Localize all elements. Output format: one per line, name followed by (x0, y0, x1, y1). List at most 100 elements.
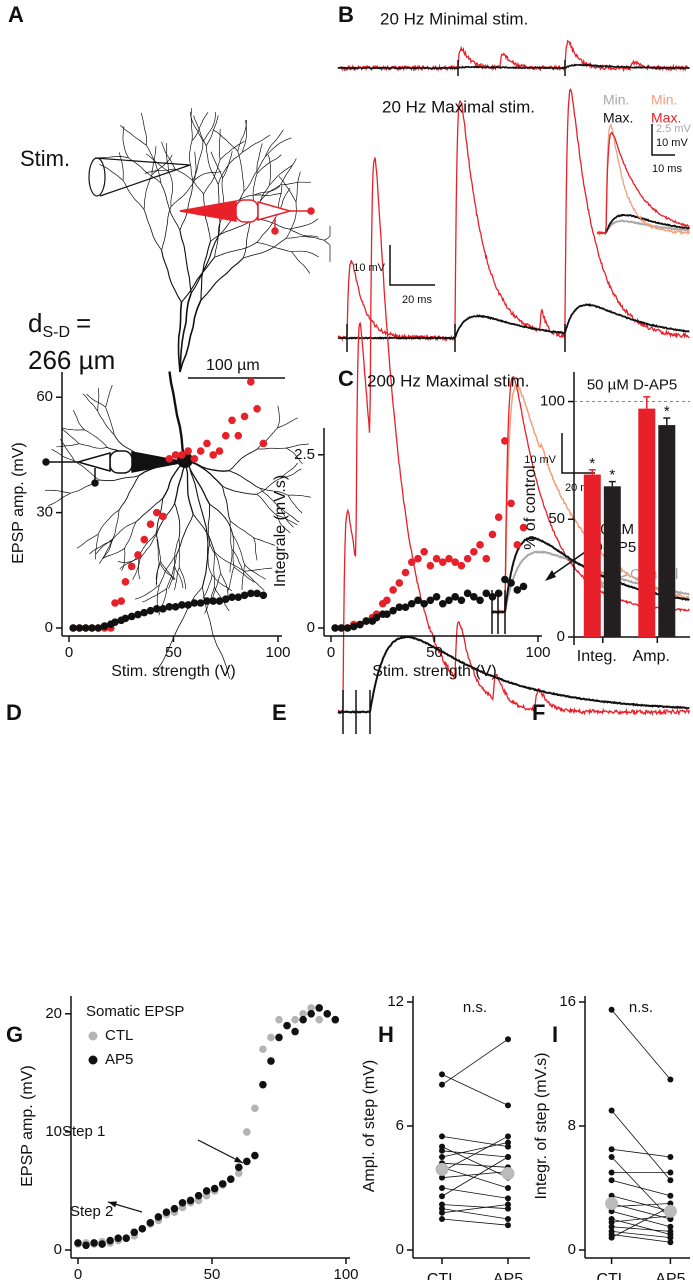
data-point (171, 451, 180, 459)
arrow (547, 549, 589, 579)
data-point (121, 578, 130, 586)
dendrite (174, 567, 180, 590)
dendrite (228, 470, 261, 489)
dendrite (181, 256, 216, 303)
legend-label: CTL (105, 1027, 133, 1044)
dendrite (118, 557, 141, 563)
dendrite (257, 447, 287, 450)
data-point (505, 1201, 511, 1208)
mean-point (605, 1197, 619, 1210)
dendrite (174, 566, 184, 589)
data-point (196, 447, 205, 455)
pair-line (441, 1187, 509, 1199)
dendrite (289, 228, 319, 238)
trace-title: 20 Hz Minimal stim. (380, 9, 528, 28)
dendrite (244, 564, 266, 580)
data-point (82, 1241, 90, 1250)
data-point (519, 582, 528, 591)
y-axis-label: Ampl. of step (mV) (361, 1060, 378, 1192)
dendrite (237, 119, 248, 152)
dendrite (210, 219, 254, 242)
dendrite (243, 570, 265, 592)
data-point (439, 1174, 445, 1181)
dendrite (213, 552, 216, 588)
data-point (247, 589, 255, 598)
dendrite (192, 141, 204, 182)
dendrite (179, 181, 194, 231)
dendrite (285, 443, 309, 449)
data-point (667, 1169, 674, 1176)
mean-point (501, 1167, 515, 1181)
data-point (275, 1033, 283, 1042)
dendrite (286, 236, 325, 241)
dendrite (214, 551, 245, 572)
data-point (88, 624, 96, 632)
data-point (90, 1239, 98, 1247)
dendrite (175, 168, 204, 195)
dendrite (122, 180, 145, 210)
dendrite (174, 538, 180, 567)
data-point (127, 562, 136, 571)
data-point (138, 1224, 147, 1233)
dendrite (280, 468, 302, 479)
dendrite (61, 427, 85, 431)
scale-label: 10 mV (353, 262, 385, 274)
dendrite (221, 485, 257, 495)
data-point (608, 1234, 615, 1241)
dendrite (118, 152, 124, 181)
dendrite (160, 561, 175, 581)
dendrite (256, 154, 282, 174)
dendrite (178, 567, 186, 590)
data-point (178, 451, 186, 459)
data-point (667, 1239, 674, 1246)
panel-label: G (6, 1022, 23, 1047)
dendrite (95, 156, 129, 159)
data-point (445, 554, 453, 563)
data-point (121, 614, 130, 623)
data-point (184, 601, 192, 609)
data-point (337, 624, 346, 632)
dendrite (253, 537, 276, 546)
dendrite (178, 538, 180, 568)
data-point (439, 1147, 445, 1154)
data-point (240, 412, 249, 421)
dendrite (229, 520, 233, 550)
arrow-head (108, 1201, 117, 1208)
dendrite (124, 521, 137, 549)
dendrite (256, 143, 263, 174)
data-point (247, 378, 255, 386)
data-point (299, 1010, 307, 1018)
data-point (234, 431, 243, 440)
y-tick-label: 20 (45, 1005, 62, 1022)
data-point (75, 624, 84, 632)
dendrite (158, 562, 176, 580)
dendrite (202, 574, 213, 599)
pair-line (611, 1148, 671, 1158)
pair-line (611, 1226, 671, 1232)
dendrite (193, 115, 207, 146)
data-point (226, 1175, 235, 1183)
dendrite (61, 428, 80, 444)
x-tick-label: AP5 (493, 1271, 523, 1280)
stim-electrode (88, 157, 191, 197)
data-point (667, 1234, 674, 1241)
data-point (114, 1234, 122, 1242)
pair-line (611, 1195, 671, 1212)
legend-entry: Max. (651, 110, 681, 126)
dendrite (190, 235, 220, 294)
dendrite (191, 112, 209, 141)
dendrite (140, 112, 147, 146)
dendrite (280, 508, 300, 523)
annotation: Step 1 (62, 1123, 105, 1140)
dendrite (291, 250, 319, 258)
dendrite (202, 112, 216, 142)
data-point (251, 1104, 259, 1113)
panel-label: B (338, 2, 354, 27)
dendrite (86, 393, 106, 408)
data-point (494, 589, 503, 598)
scale-label: 2.5 mV (656, 123, 692, 135)
x-axis-label: Stim. strength (V) (111, 663, 235, 680)
trace (337, 88, 690, 342)
dendrite (324, 225, 331, 241)
data-point (196, 599, 205, 607)
